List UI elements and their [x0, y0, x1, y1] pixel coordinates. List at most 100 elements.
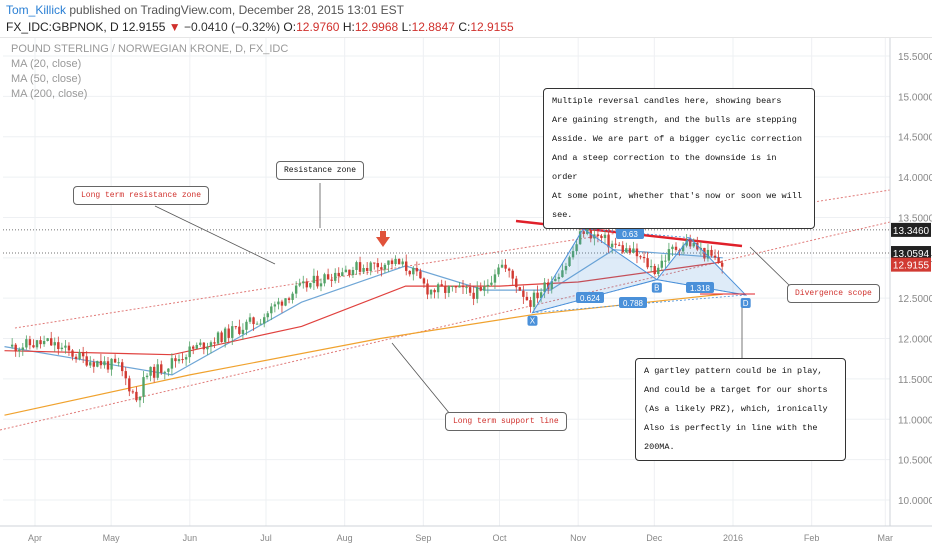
time-tick-label: Sep: [415, 533, 431, 543]
candle-body: [451, 286, 454, 288]
candle-body: [131, 391, 135, 393]
candle-body: [351, 269, 355, 276]
candle-body: [181, 359, 184, 361]
candle-body: [302, 281, 305, 284]
candle-body: [543, 282, 546, 293]
price-tag-resistance-text: 13.3460: [893, 226, 930, 237]
candle-body: [202, 342, 206, 350]
ohlc-line: FX_IDC:GBPNOK, D 12.9155 ▼ −0.0410 (−0.3…: [6, 20, 514, 34]
candle-body: [248, 317, 252, 322]
candle-body: [639, 256, 642, 258]
ma20-line: [4, 249, 723, 376]
candle-body: [600, 235, 603, 239]
candle-body: [390, 260, 394, 265]
candle-body: [504, 264, 507, 269]
time-axis: Apr May Jun Jul Aug Sep Oct Nov Dec 2016 Feb Mar: [0, 525, 932, 543]
price-tick-label: 11.0000: [898, 415, 932, 426]
divergence-label: Divergence scope: [787, 284, 880, 303]
candle-body: [326, 274, 330, 280]
candle-body: [539, 292, 543, 299]
candle-body: [128, 378, 131, 392]
candle-body: [550, 281, 553, 290]
candle-body: [589, 227, 593, 239]
price-tick-label: 14.0000: [898, 173, 932, 184]
candle-body: [710, 249, 713, 256]
candle-body: [64, 345, 67, 348]
candle-body: [568, 257, 571, 266]
candle-body: [664, 260, 667, 262]
pattern-point-label: X: [530, 317, 536, 326]
author-link[interactable]: Tom_Killick: [6, 3, 67, 17]
chart-title: POUND STERLING / NORWEGIAN KRONE, D, FX_…: [11, 43, 289, 55]
candle-body: [628, 248, 632, 254]
candle-body: [50, 338, 53, 346]
candle-body: [117, 362, 120, 364]
candle-body: [483, 286, 486, 291]
resistance-zone-label: Resistance zone: [276, 161, 365, 180]
candle-body: [238, 326, 241, 334]
candle-body: [689, 240, 692, 247]
candle-body: [18, 349, 21, 352]
candle-body: [57, 342, 60, 350]
candle-body: [270, 306, 273, 314]
candle-body: [479, 287, 482, 291]
candle-body: [625, 248, 628, 253]
open-label: O:: [283, 20, 297, 34]
chart-header: Tom_Killick published on TradingView.com…: [0, 0, 932, 38]
candle-body: [138, 396, 142, 401]
candle-body: [465, 287, 468, 289]
candle-body: [476, 287, 479, 299]
note-line: And could be a target for our shorts: [644, 385, 828, 395]
candle-body: [344, 269, 348, 273]
candle-body: [263, 317, 266, 324]
candle-body: [103, 361, 106, 366]
candle-body: [184, 357, 188, 360]
price-tick-label: 15.0000: [898, 92, 932, 103]
candle-body: [32, 345, 35, 348]
candle-body: [241, 329, 245, 334]
candle-body: [96, 360, 99, 367]
candle-body: [717, 257, 720, 263]
candle-body: [167, 368, 170, 372]
candle-body: [415, 268, 419, 272]
candle-body: [287, 298, 291, 300]
candle-body: [177, 359, 181, 362]
low-label: L:: [401, 20, 412, 34]
publish-line: Tom_Killick published on TradingView.com…: [6, 3, 404, 17]
candle-body: [692, 242, 695, 247]
legend-ma50[interactable]: MA (50, close): [11, 73, 82, 85]
legend-ma200[interactable]: MA (200, close): [11, 88, 88, 100]
candle-body: [720, 262, 724, 267]
candle-body: [564, 265, 568, 271]
note-line: Multiple reversal candles here, showing …: [552, 96, 782, 106]
price-tick-label: 14.5000: [898, 133, 932, 144]
candle-body: [195, 344, 198, 349]
price-tick-label: 15.5000: [898, 52, 932, 63]
candle-body: [426, 283, 429, 295]
candle-body: [53, 342, 56, 346]
symbol-label[interactable]: FX_IDC:GBPNOK, D: [6, 20, 119, 34]
candle-body: [578, 231, 582, 245]
candle-body: [39, 340, 42, 345]
candle-body: [135, 391, 138, 401]
header-divider: [0, 37, 932, 38]
candle-body: [607, 235, 610, 248]
candle-body: [497, 267, 500, 275]
candle-body: [515, 278, 518, 288]
candle-body: [28, 339, 32, 346]
candle-body: [507, 268, 511, 271]
high-label: H:: [342, 20, 355, 34]
publish-text: published on TradingView.com, December 2…: [69, 3, 405, 17]
legend-ma20[interactable]: MA (20, close): [11, 58, 82, 70]
candle-body: [681, 245, 685, 252]
price-tag-level-text: 13.0594: [893, 249, 930, 260]
ratio-label: 0.788: [623, 299, 644, 308]
candle-body: [60, 347, 64, 350]
candle-body: [245, 321, 248, 330]
candle-body: [46, 338, 49, 341]
candle-body: [67, 345, 71, 351]
candle-body: [653, 265, 656, 275]
long-term-support-trend-line: [0, 221, 891, 431]
candle-body: [642, 256, 646, 259]
ratio-tag: [576, 292, 604, 303]
